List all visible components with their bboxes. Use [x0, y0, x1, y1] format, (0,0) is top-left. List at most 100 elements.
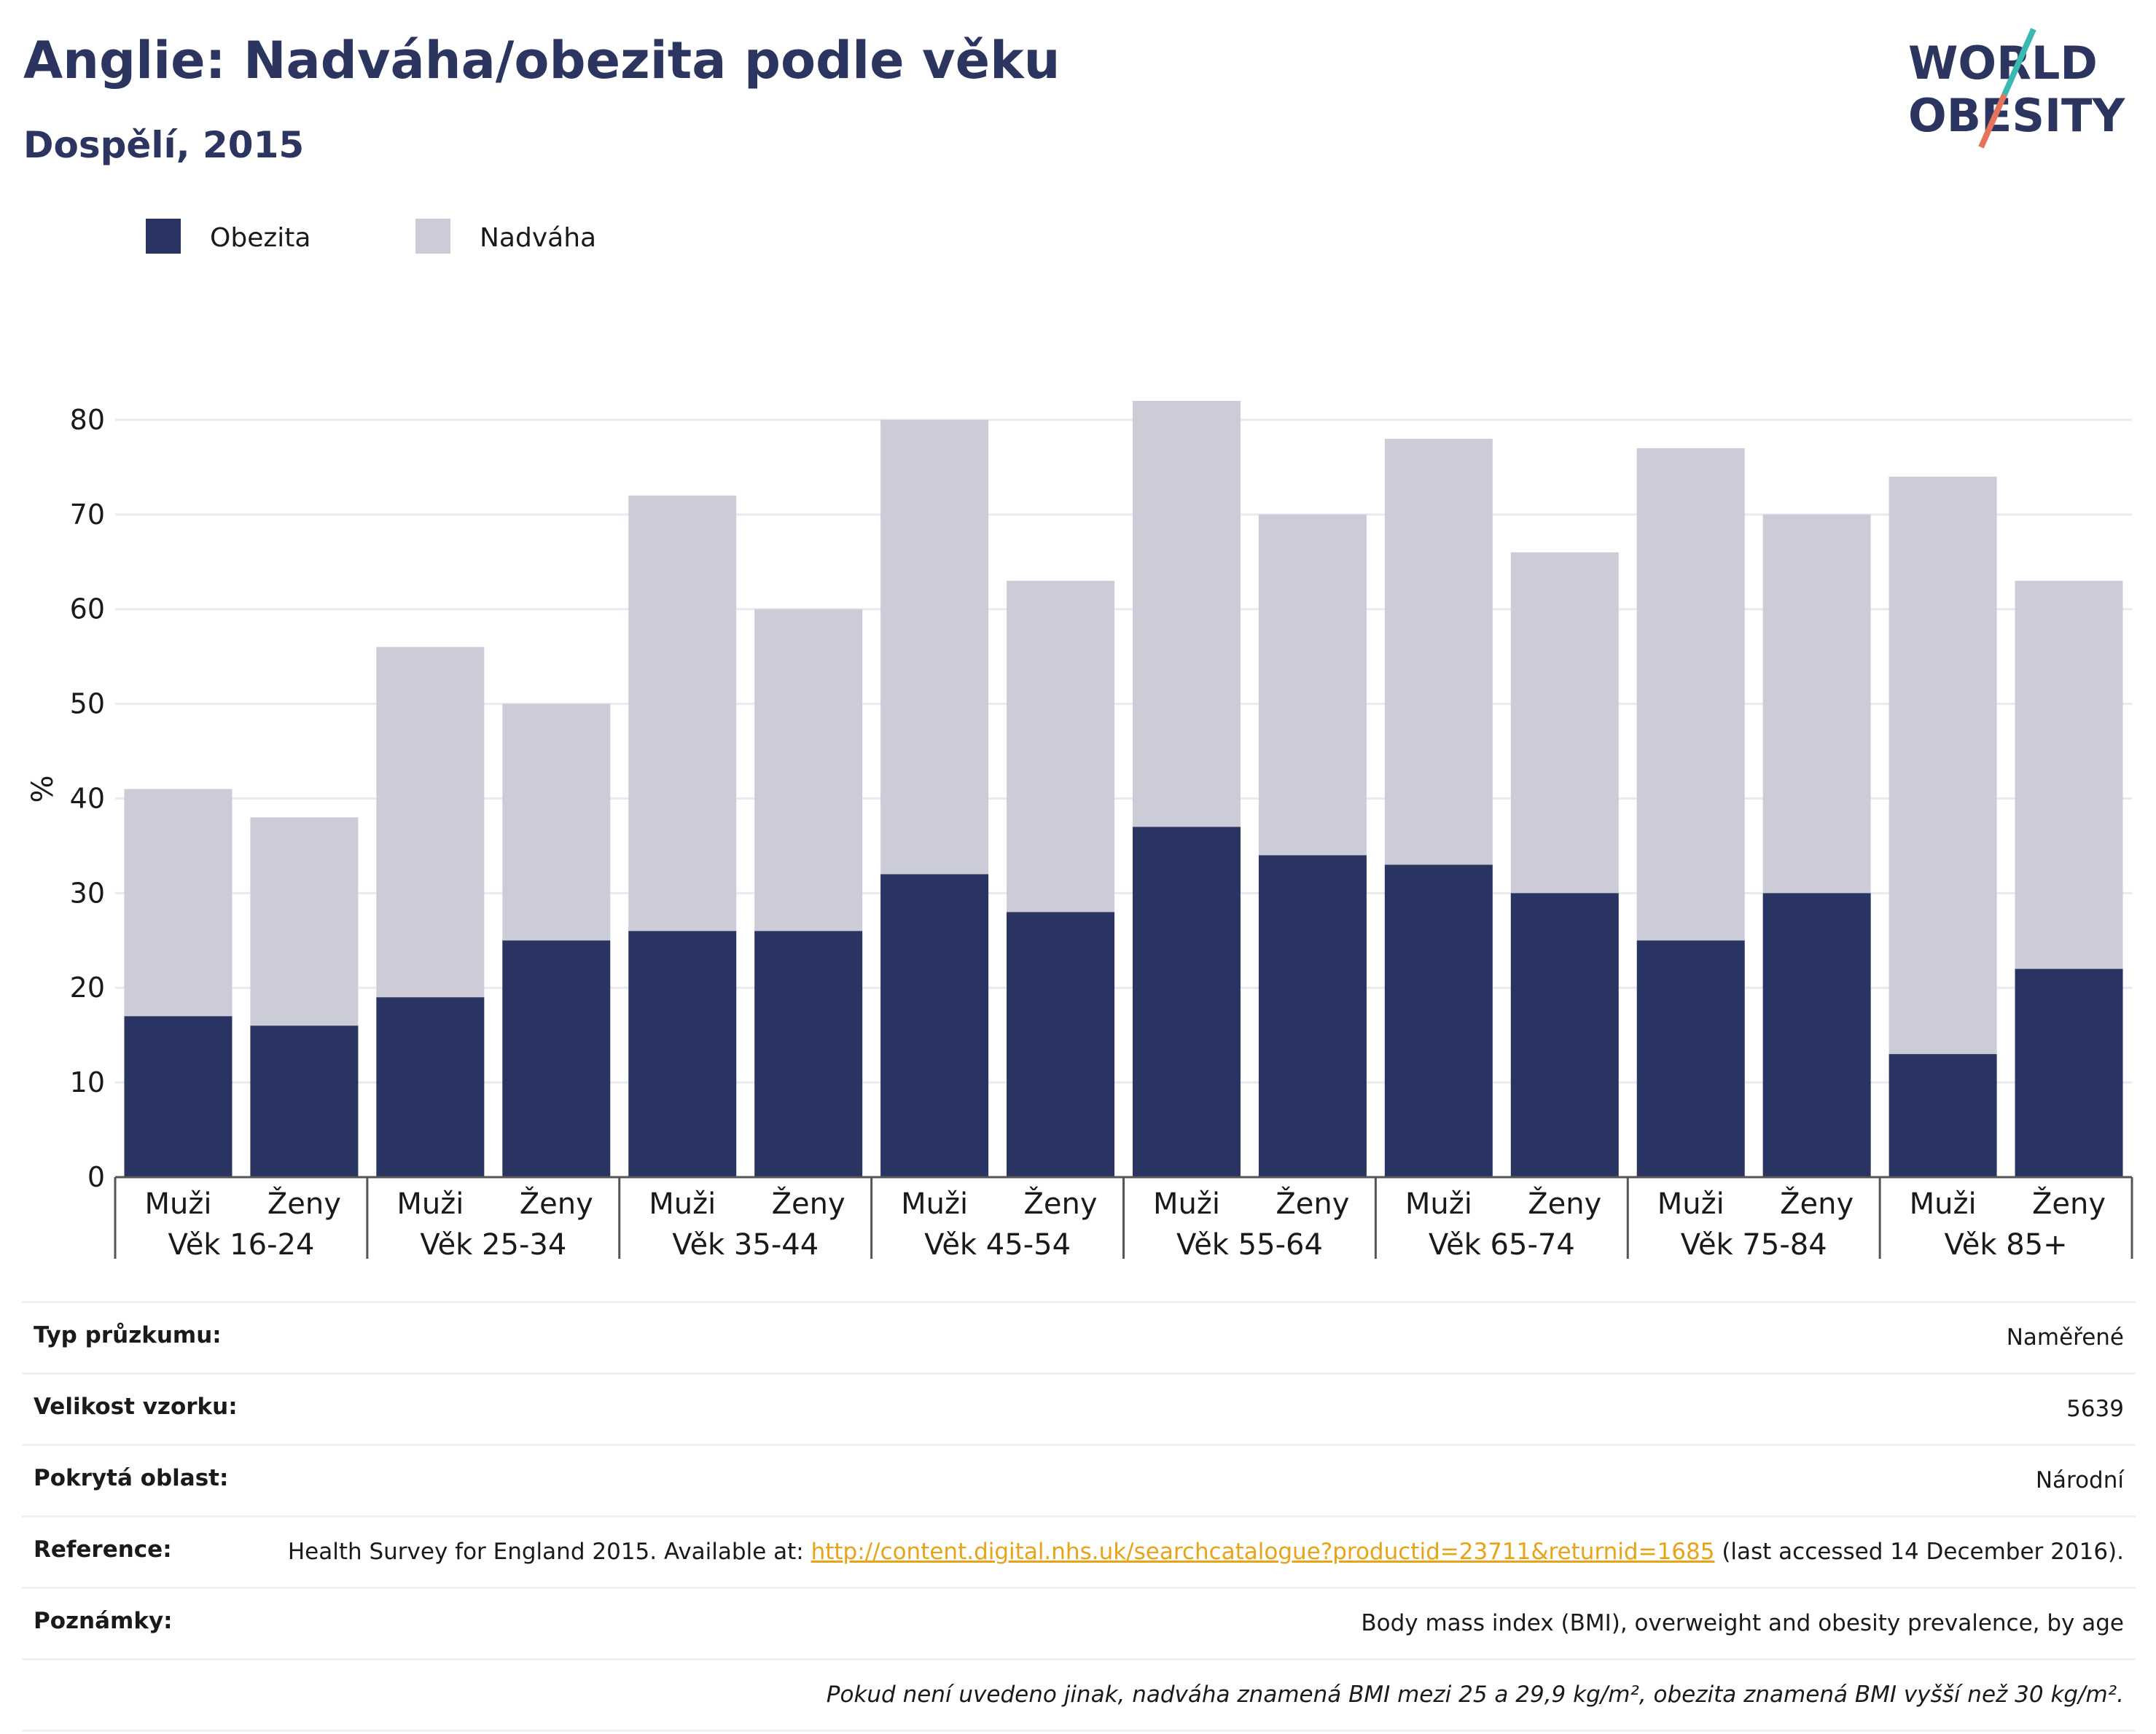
legend-swatch	[146, 219, 181, 254]
y-tick-label: 80	[70, 404, 105, 436]
info-value: Naměřené	[2006, 1324, 2124, 1351]
x-tick-label: Ženy	[772, 1186, 845, 1221]
y-tick-label: 10	[70, 1066, 105, 1098]
info-row-coverage: Pokrytá oblast: Národní	[22, 1446, 2136, 1518]
y-tick-label: 70	[70, 499, 105, 531]
bar-overweight	[1007, 580, 1115, 913]
bar-obesity	[1636, 940, 1745, 1177]
reference-suffix: (last accessed 14 December 2016).	[1714, 1539, 2124, 1565]
bar-obesity	[1132, 827, 1241, 1177]
footnote-text: Pokud není uvedeno jinak, nadváha znamen…	[826, 1682, 2124, 1708]
x-tick-label: Muži	[1910, 1187, 1977, 1221]
bar-overweight	[1510, 552, 1619, 894]
x-group-label: Věk 85+	[1944, 1228, 2067, 1262]
info-table: Typ průzkumu: Naměřené Velikost vzorku: …	[22, 1301, 2136, 1732]
x-tick-label: Muži	[1657, 1187, 1725, 1221]
info-label: Reference:	[34, 1536, 172, 1563]
legend-swatch	[415, 219, 450, 254]
legend-label: Nadváha	[480, 223, 596, 253]
bar-obesity	[250, 1026, 359, 1177]
bar-overweight	[502, 703, 611, 941]
bar-overweight	[628, 495, 737, 932]
x-tick-label: Muži	[1405, 1187, 1472, 1221]
info-row-footnote: Pokud není uvedeno jinak, nadváha znamen…	[22, 1660, 2136, 1732]
x-tick-label: Ženy	[1024, 1186, 1098, 1221]
x-tick-label: Muži	[397, 1187, 464, 1221]
bar-obesity	[502, 940, 611, 1177]
bar-obesity	[124, 1016, 233, 1177]
bar-overweight	[880, 419, 989, 875]
legend-label: Obezita	[210, 223, 310, 253]
x-group-label: Věk 75-84	[1681, 1228, 1827, 1262]
bar-overweight	[376, 647, 485, 998]
x-group-label: Věk 35-44	[672, 1228, 819, 1262]
reference-link[interactable]: http://content.digital.nhs.uk/searchcata…	[811, 1539, 1715, 1565]
bar-overweight	[2015, 580, 2123, 969]
chart-title: Anglie: Nadváha/obezita podle věku	[23, 31, 1061, 90]
x-group-label: Věk 65-74	[1429, 1228, 1575, 1262]
bar-overweight	[124, 789, 233, 1017]
info-label: Pokrytá oblast:	[34, 1465, 229, 1491]
x-tick-label: Muži	[144, 1187, 211, 1221]
y-tick-label: 0	[87, 1161, 105, 1193]
x-tick-label: Ženy	[520, 1186, 593, 1221]
logo-slash-lower	[1978, 93, 2007, 149]
info-value: Health Survey for England 2015. Availabl…	[288, 1536, 2124, 1568]
x-tick-label: Ženy	[267, 1186, 341, 1221]
info-row-reference: Reference: Health Survey for England 201…	[22, 1518, 2136, 1589]
y-tick-label: 60	[70, 593, 105, 625]
chart-subtitle: Dospělí, 2015	[23, 124, 305, 166]
x-tick-label: Ženy	[2032, 1186, 2106, 1221]
x-tick-label: Ženy	[1528, 1186, 1601, 1221]
logo-line1: WORLD	[1908, 36, 2098, 90]
bar-obesity	[1762, 893, 1871, 1177]
y-tick-label: 40	[70, 782, 105, 814]
bar-obesity	[880, 874, 989, 1177]
bar-overweight	[1258, 514, 1367, 856]
bar-obesity	[376, 997, 485, 1177]
bar-overweight	[1384, 438, 1493, 865]
x-tick-label: Muži	[1153, 1187, 1220, 1221]
bar-overweight	[1762, 514, 1871, 894]
chart-legend: Obezita Nadváha	[146, 219, 596, 254]
bar-overweight	[250, 817, 359, 1026]
x-group-label: Věk 25-34	[420, 1228, 566, 1262]
bar-obesity	[628, 931, 737, 1177]
info-row-survey-type: Typ průzkumu: Naměřené	[22, 1303, 2136, 1375]
reference-prefix: Health Survey for England 2015. Availabl…	[287, 1539, 811, 1565]
info-value: Body mass index (BMI), overweight and ob…	[1361, 1610, 2124, 1636]
info-label: Velikost vzorku:	[34, 1394, 238, 1420]
info-row-notes: Poznámky: Body mass index (BMI), overwei…	[22, 1589, 2136, 1660]
x-tick-label: Ženy	[1276, 1186, 1349, 1221]
x-tick-label: Ženy	[1780, 1186, 1854, 1221]
bar-obesity	[754, 931, 863, 1177]
stacked-bar-chart: Obezita Nadváha 0 10 20 30 40 50 60 70 80% Muži Žen…	[26, 219, 2133, 1262]
y-tick-label: 20	[70, 972, 105, 1004]
y-tick-label: 50	[70, 688, 105, 720]
bar-obesity	[1510, 893, 1619, 1177]
x-tick-label: Muži	[901, 1187, 968, 1221]
info-row-sample-size: Velikost vzorku: 5639	[22, 1375, 2136, 1446]
bar-obesity	[1889, 1054, 1997, 1177]
info-value: 5639	[2066, 1396, 2124, 1422]
x-group-label: Věk 16-24	[168, 1228, 314, 1262]
bar-obesity	[1007, 912, 1115, 1177]
y-axis-label: %	[26, 775, 60, 802]
bar-overweight	[1132, 401, 1241, 827]
x-tick-label: Muži	[649, 1187, 716, 1221]
x-group-label: Věk 45-54	[924, 1228, 1071, 1262]
info-label: Poznámky:	[34, 1608, 173, 1634]
world-obesity-logo: WORLD OBESITY	[1908, 28, 2125, 149]
y-tick-label: 30	[70, 877, 105, 909]
bar-overweight	[754, 609, 863, 932]
logo-line2: OBESITY	[1908, 89, 2125, 142]
bar-obesity	[1258, 855, 1367, 1177]
bar-obesity	[2015, 969, 2123, 1177]
bar-obesity	[1384, 864, 1493, 1177]
x-group-label: Věk 55-64	[1176, 1228, 1323, 1262]
logo-slash-upper	[2001, 28, 2036, 96]
chart-axes: 0 10 20 30 40 50 60 70 80% Muži Ženy Věk 16-24 Muži Ž…	[26, 404, 2133, 1262]
bar-overweight	[1889, 476, 1997, 1055]
bar-overweight	[1636, 448, 1745, 941]
info-label: Typ průzkumu:	[34, 1322, 222, 1348]
